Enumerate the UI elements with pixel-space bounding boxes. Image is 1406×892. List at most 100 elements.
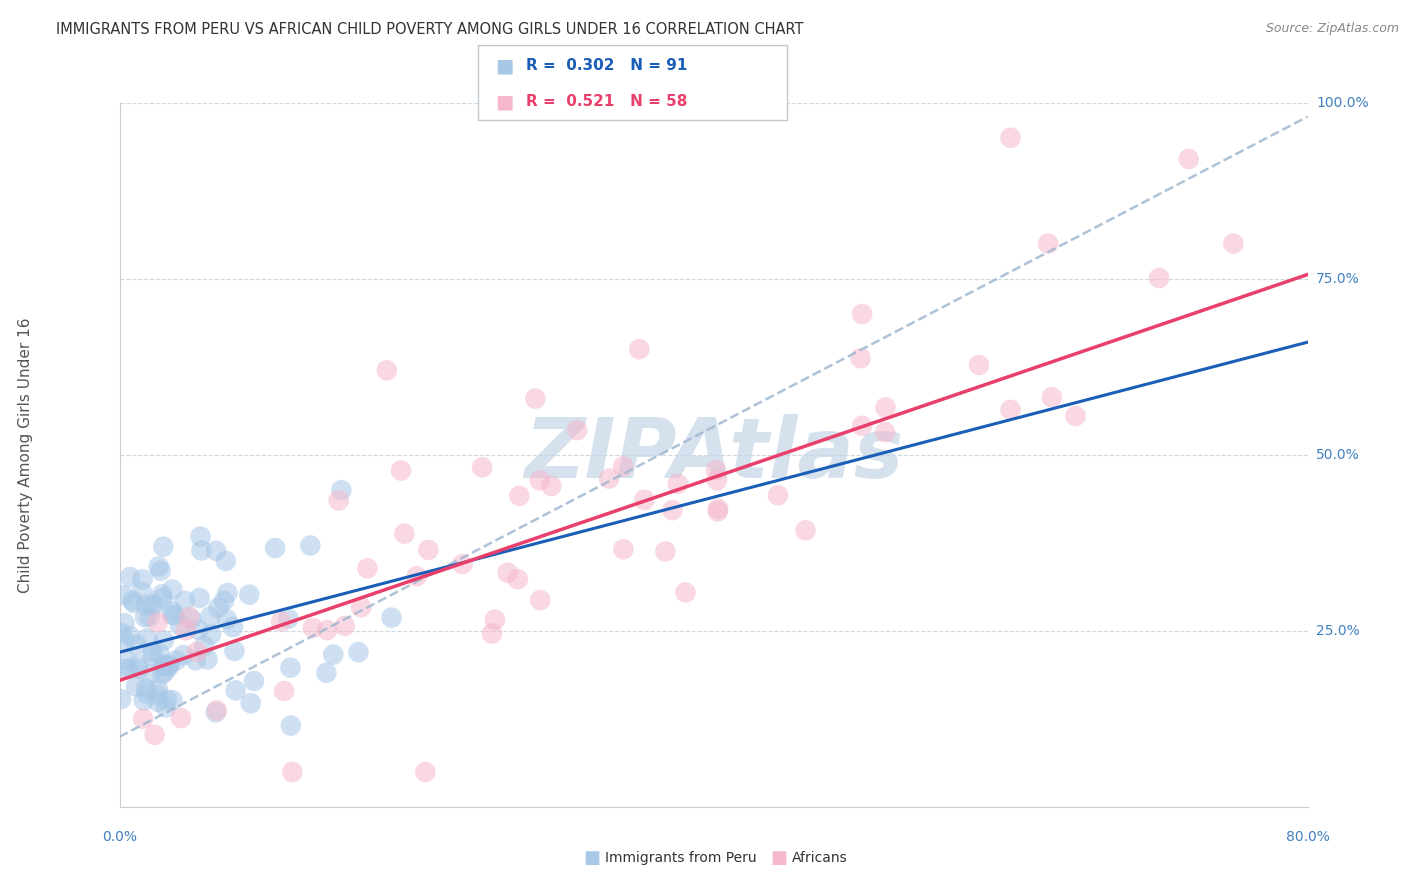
Point — [174, 624, 197, 638]
Point — [270, 615, 292, 629]
Point — [186, 645, 208, 659]
Point — [205, 703, 228, 717]
Text: ■: ■ — [495, 92, 513, 111]
Point — [152, 540, 174, 554]
Point — [134, 610, 156, 624]
Point — [484, 613, 506, 627]
Point — [704, 463, 727, 477]
Point — [157, 659, 180, 673]
Point — [661, 503, 683, 517]
Point — [125, 638, 148, 652]
Point — [153, 659, 176, 673]
Point — [654, 544, 676, 558]
Point — [222, 620, 245, 634]
Point — [179, 610, 201, 624]
Point — [1000, 131, 1022, 145]
Point — [496, 566, 519, 580]
Point — [322, 648, 344, 662]
Point — [380, 610, 402, 624]
Point — [132, 693, 155, 707]
Point — [315, 665, 337, 680]
Point — [612, 542, 634, 557]
Point — [157, 657, 180, 672]
Point — [131, 572, 153, 586]
Point — [273, 684, 295, 698]
Point — [190, 543, 212, 558]
Point — [114, 662, 136, 676]
Point — [114, 633, 136, 648]
Point — [224, 644, 246, 658]
Point — [162, 693, 184, 707]
Point — [851, 418, 873, 433]
Point — [794, 523, 817, 537]
Point — [633, 492, 655, 507]
Point — [851, 307, 873, 321]
Point — [205, 543, 228, 558]
Point — [146, 615, 169, 630]
Point — [1147, 271, 1170, 285]
Text: 75.0%: 75.0% — [1316, 272, 1360, 285]
Point — [481, 626, 503, 640]
Point — [156, 658, 179, 673]
Point — [529, 473, 551, 487]
Point — [146, 695, 169, 709]
Point — [1000, 403, 1022, 417]
Point — [356, 561, 378, 575]
Point — [471, 460, 494, 475]
Point — [162, 607, 184, 622]
Point — [875, 401, 897, 415]
Text: R =  0.521   N = 58: R = 0.521 N = 58 — [526, 94, 688, 109]
Point — [1064, 409, 1087, 423]
Point — [128, 662, 150, 676]
Point — [451, 557, 474, 571]
Point — [152, 667, 174, 681]
Point — [598, 471, 620, 485]
Point — [529, 593, 551, 607]
Point — [350, 600, 373, 615]
Point — [706, 473, 728, 487]
Point — [180, 612, 202, 626]
Point — [239, 696, 262, 710]
Point — [163, 608, 186, 623]
Point — [1036, 236, 1059, 251]
Point — [197, 652, 219, 666]
Point — [160, 604, 183, 618]
Point — [198, 609, 221, 624]
Point — [612, 459, 634, 474]
Point — [139, 667, 162, 681]
Text: ■: ■ — [770, 849, 787, 867]
Point — [112, 616, 135, 631]
Point — [299, 539, 322, 553]
Point — [217, 586, 239, 600]
Point — [873, 425, 896, 439]
Point — [132, 712, 155, 726]
Point — [153, 633, 176, 648]
Point — [141, 599, 163, 614]
Point — [405, 569, 427, 583]
Point — [193, 639, 215, 653]
Point — [415, 765, 437, 780]
Point — [418, 542, 440, 557]
Text: Source: ZipAtlas.com: Source: ZipAtlas.com — [1265, 22, 1399, 36]
Point — [138, 610, 160, 624]
Point — [666, 476, 689, 491]
Point — [152, 591, 174, 606]
Point — [148, 559, 170, 574]
Point — [155, 700, 177, 714]
Point — [165, 653, 187, 667]
Point — [184, 653, 207, 667]
Point — [162, 582, 184, 597]
Point — [1040, 390, 1063, 404]
Point — [225, 683, 247, 698]
Point — [127, 657, 149, 672]
Point — [1178, 152, 1201, 166]
Text: ■: ■ — [495, 56, 513, 75]
Point — [150, 587, 173, 601]
Point — [135, 681, 157, 696]
Point — [121, 593, 143, 607]
Point — [849, 351, 872, 366]
Text: Immigrants from Peru: Immigrants from Peru — [605, 851, 756, 865]
Text: ■: ■ — [583, 849, 600, 867]
Point — [707, 501, 730, 516]
Point — [277, 612, 299, 626]
